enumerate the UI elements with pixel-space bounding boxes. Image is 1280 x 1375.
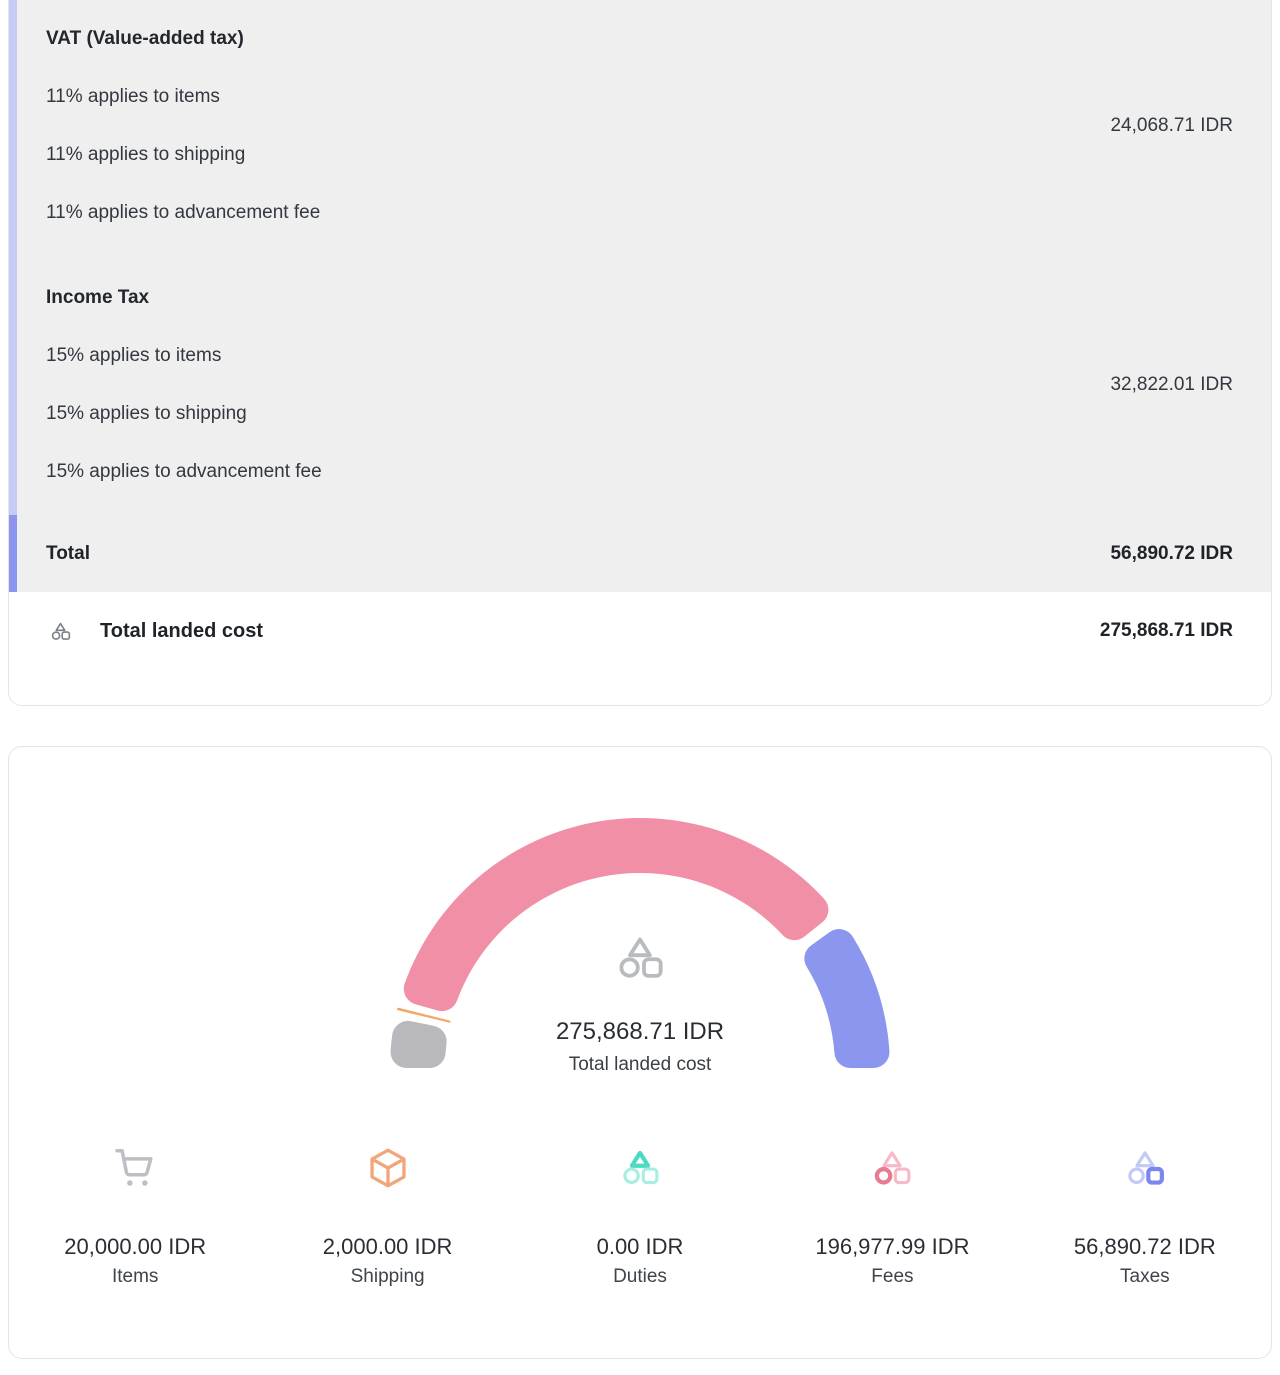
package-icon (366, 1145, 410, 1191)
legend-value: 56,890.72 IDR (1073, 1233, 1216, 1259)
gauge-segment-fees[interactable] (403, 817, 829, 1011)
legend-label: Shipping (350, 1265, 425, 1287)
tax-rule-line: 11% applies to items (46, 85, 220, 107)
shapes-triangle-icon (618, 1145, 662, 1191)
tax-group-income-lines: Income Tax 15% applies to items 15% appl… (46, 287, 322, 482)
tax-group-heading: VAT (Value-added tax) (46, 28, 244, 49)
tax-group-amount: 32,822.01 IDR (1110, 374, 1233, 396)
shapes-square-icon (1123, 1145, 1167, 1191)
legend-value: 20,000.00 IDR (64, 1233, 207, 1259)
legend-value: 2,000.00 IDR (322, 1233, 453, 1259)
legend-item-shipping: 2,000.00 IDR Shipping (261, 1145, 513, 1288)
tax-table-body: VAT (Value-added tax) 11% applies to ite… (17, 0, 1271, 592)
scrollbar-track[interactable] (9, 0, 17, 592)
legend-label: Items (111, 1265, 159, 1287)
tax-total-row: Total 56,890.72 IDR (46, 515, 1233, 592)
tax-group-vat: VAT (Value-added tax) 11% applies to ite… (46, 28, 1233, 223)
gauge-segment-shipping[interactable] (397, 1007, 451, 1023)
tax-rule-line: 11% applies to advancement fee (46, 201, 321, 223)
gauge-segment-taxes[interactable] (804, 928, 890, 1068)
legend-value: 0.00 IDR (596, 1233, 684, 1259)
tax-group-income: Income Tax 15% applies to items 15% appl… (46, 287, 1233, 482)
landed-cost-amount: 275,868.71 IDR (1099, 620, 1233, 642)
tax-group-heading: Income Tax (46, 287, 150, 309)
gauge-center-label: Total landed cost (568, 1053, 712, 1075)
gauge-arcs[interactable] (380, 813, 900, 1075)
tax-group-amount: 24,068.71 IDR (1110, 114, 1233, 136)
landed-cost-title: Total landed cost (100, 619, 263, 642)
legend-label: Duties (613, 1265, 667, 1287)
tax-rule-line: 15% applies to advancement fee (46, 460, 322, 482)
landed-cost-icon (49, 620, 72, 643)
legend-item-fees: 196,977.99 IDR Fees (766, 1145, 1018, 1288)
tax-total-label: Total (46, 542, 90, 564)
tax-group-vat-lines: VAT (Value-added tax) 11% applies to ite… (46, 28, 320, 223)
gauge-center: 275,868.71 IDR Total landed cost (556, 931, 724, 1076)
landed-cost-icon (613, 931, 667, 985)
gauge-center-value: 275,868.71 IDR (555, 1017, 725, 1045)
tax-table: VAT (Value-added tax) 11% applies to ite… (9, 0, 1271, 592)
legend-label: Taxes (1120, 1265, 1170, 1287)
tax-total-amount: 56,890.72 IDR (1110, 542, 1233, 564)
landed-cost-gauge-card: 275,868.71 IDR Total landed cost 20,000.… (8, 745, 1272, 1359)
gauge-legend: 20,000.00 IDR Items 2,000.00 IDR Shippin… (9, 1145, 1271, 1288)
legend-item-items: 20,000.00 IDR Items (9, 1145, 261, 1288)
gauge-chart: 275,868.71 IDR Total landed cost (9, 813, 1271, 1075)
tax-breakdown-card: VAT (Value-added tax) 11% applies to ite… (8, 0, 1272, 706)
shapes-circle-icon (870, 1145, 914, 1191)
legend-item-taxes: 56,890.72 IDR Taxes (1019, 1145, 1271, 1288)
scrollbar-thumb[interactable] (9, 514, 17, 592)
legend-item-duties: 0.00 IDR Duties (514, 1145, 766, 1288)
legend-label: Fees (871, 1265, 914, 1287)
total-landed-cost-row: Total landed cost 275,868.71 IDR (9, 591, 1271, 705)
gauge-segment-items[interactable] (390, 1020, 447, 1068)
tax-rule-line: 15% applies to items (46, 345, 222, 367)
tax-rule-line: 11% applies to shipping (46, 143, 246, 165)
legend-value: 196,977.99 IDR (815, 1233, 970, 1259)
tax-rule-line: 15% applies to shipping (46, 403, 247, 425)
cart-icon (113, 1145, 157, 1191)
